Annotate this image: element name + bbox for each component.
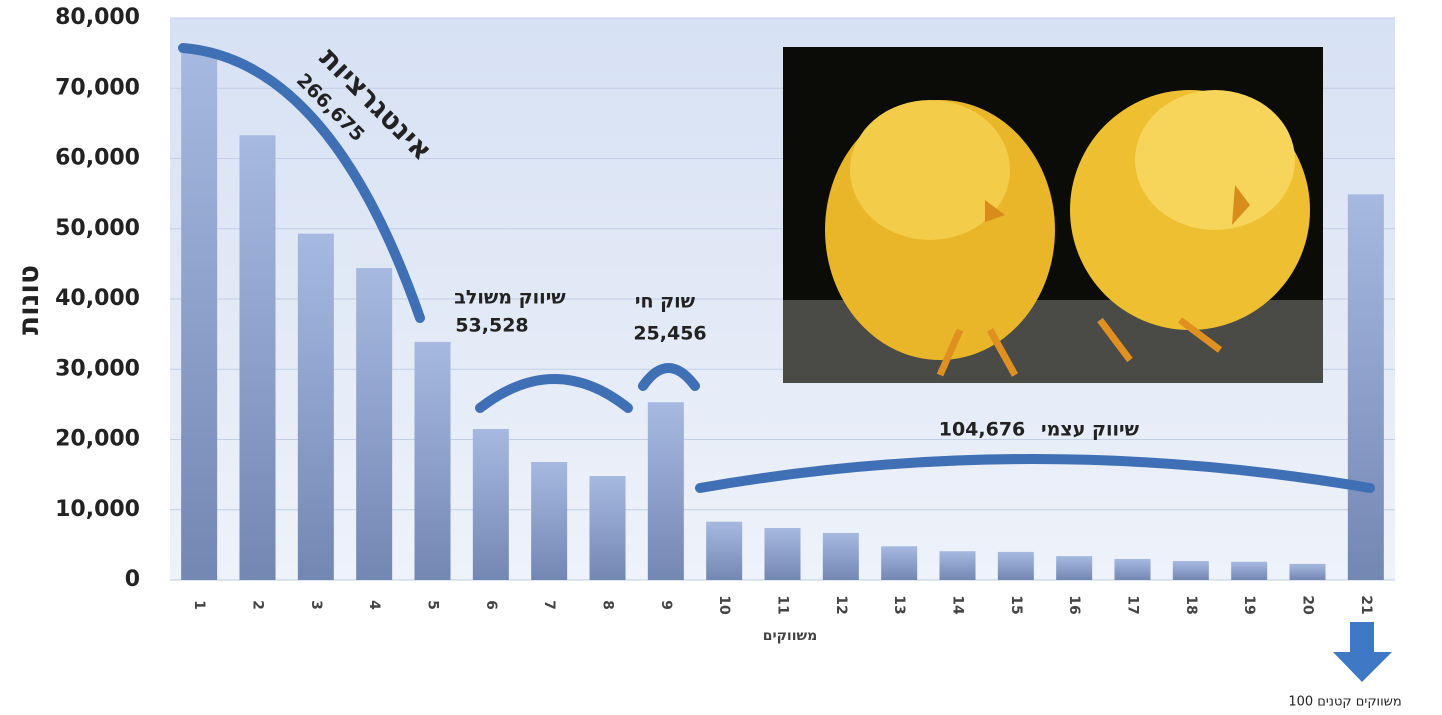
- annotation: 100 משווקים קטנים: [1288, 695, 1401, 710]
- x-tick-label: 9: [658, 600, 674, 610]
- x-tick-label: 17: [1125, 595, 1141, 614]
- x-tick-label: 18: [1183, 595, 1199, 614]
- y-tick-label: 20,000: [55, 427, 140, 452]
- x-tick-label: 7: [541, 600, 557, 610]
- bar: [822, 532, 859, 580]
- x-tick-label: 5: [425, 600, 441, 610]
- y-tick-label: 40,000: [55, 286, 140, 311]
- bar: [647, 402, 684, 580]
- y-tick-label: 30,000: [55, 356, 140, 381]
- bar: [1289, 563, 1326, 580]
- x-tick-label: 14: [950, 595, 966, 615]
- bar: [181, 51, 218, 581]
- bar: [764, 528, 801, 580]
- bracket-arcs: [178, 43, 1375, 493]
- bar: [414, 341, 451, 580]
- bar: [531, 461, 568, 580]
- bar: [472, 428, 509, 580]
- bar: [1347, 194, 1384, 580]
- x-tick-label: 6: [483, 600, 499, 610]
- y-tick-label: 0: [125, 567, 140, 592]
- x-tick-label: 12: [833, 595, 849, 614]
- annotation: שיווק עצמי: [1041, 419, 1140, 441]
- annotation: 25,456: [633, 323, 706, 345]
- x-tick-label: 15: [1008, 595, 1024, 614]
- annotation: 104,676: [939, 419, 1026, 441]
- y-tick-label: 50,000: [55, 216, 140, 241]
- bar: [1056, 556, 1093, 580]
- annotation: שוק חי: [635, 291, 696, 313]
- x-tick-label: 1: [191, 600, 207, 610]
- bar: [297, 233, 334, 581]
- bar: [589, 476, 626, 580]
- x-tick-label: 2: [250, 600, 266, 610]
- x-tick-label: 3: [308, 600, 324, 610]
- bar: [1231, 561, 1268, 580]
- x-tick-label: 8: [600, 600, 616, 610]
- x-axis-label: משווקים: [763, 628, 818, 644]
- x-tick-label: 13: [891, 595, 907, 614]
- bar: [706, 521, 743, 580]
- photo: [783, 47, 1323, 383]
- x-tick-label: 16: [1066, 595, 1082, 614]
- bar: [1172, 561, 1209, 580]
- x-tick-label: 11: [775, 595, 791, 614]
- x-tick-label: 4: [366, 600, 382, 610]
- x-tick-label: 20: [1300, 595, 1316, 615]
- y-tick-label: 60,000: [55, 146, 140, 171]
- bar: [239, 135, 276, 580]
- y-axis-label: טונות: [12, 265, 45, 335]
- arrow: [1350, 622, 1374, 654]
- bar: [881, 546, 918, 580]
- x-tick-label: 21: [1358, 595, 1374, 614]
- marks: 0 10,000 20,000 30,000 40,000 50,000 60,000 70,…: [55, 5, 1395, 615]
- bar: [997, 551, 1034, 580]
- bar: [939, 551, 976, 580]
- x-tick-label: 19: [1241, 595, 1257, 614]
- y-tick-label: 80,000: [55, 5, 140, 30]
- x-tick-label: 10: [716, 595, 732, 615]
- bar: [1114, 558, 1151, 580]
- annotation: שיווק משולב: [454, 287, 566, 309]
- arrow: [1333, 652, 1392, 682]
- annotation: 53,528: [455, 315, 528, 337]
- y-tick-label: 10,000: [55, 497, 140, 522]
- y-tick-label: 70,000: [55, 75, 140, 100]
- bar: [356, 268, 393, 580]
